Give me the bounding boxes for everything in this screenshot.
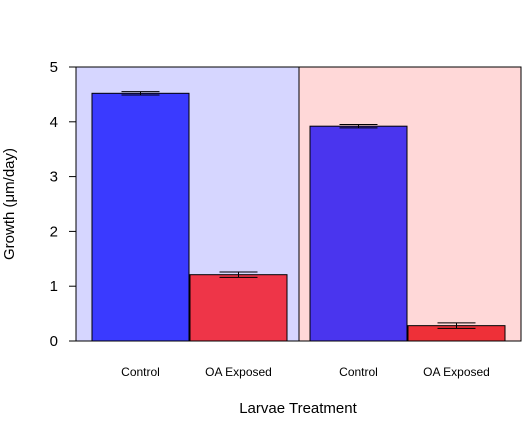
bar bbox=[189, 274, 288, 342]
y-tick-label: 2 bbox=[50, 223, 58, 240]
x-category-label: OA Exposed bbox=[205, 365, 272, 379]
y-tick-label: 5 bbox=[50, 59, 58, 76]
x-axis-category-labels: Control OA Exposed Control OA Exposed bbox=[121, 365, 490, 379]
y-axis-ticks: 0 1 2 3 4 5 bbox=[50, 59, 76, 350]
y-axis-title: Growth (μm/day) bbox=[1, 148, 18, 260]
bars bbox=[91, 92, 506, 342]
x-category-label: Control bbox=[339, 365, 378, 379]
x-category-label: Control bbox=[121, 365, 160, 379]
x-axis-title: Larvae Treatment bbox=[239, 400, 357, 417]
axes bbox=[75, 66, 522, 342]
y-tick-label: 4 bbox=[50, 114, 58, 131]
y-tick-label: 1 bbox=[50, 278, 58, 295]
bar bbox=[309, 125, 408, 342]
error-bars bbox=[121, 91, 476, 329]
x-category-label: OA Exposed bbox=[423, 365, 490, 379]
bar bbox=[91, 92, 190, 342]
y-tick-label: 0 bbox=[50, 333, 58, 350]
y-tick-label: 3 bbox=[50, 169, 58, 186]
